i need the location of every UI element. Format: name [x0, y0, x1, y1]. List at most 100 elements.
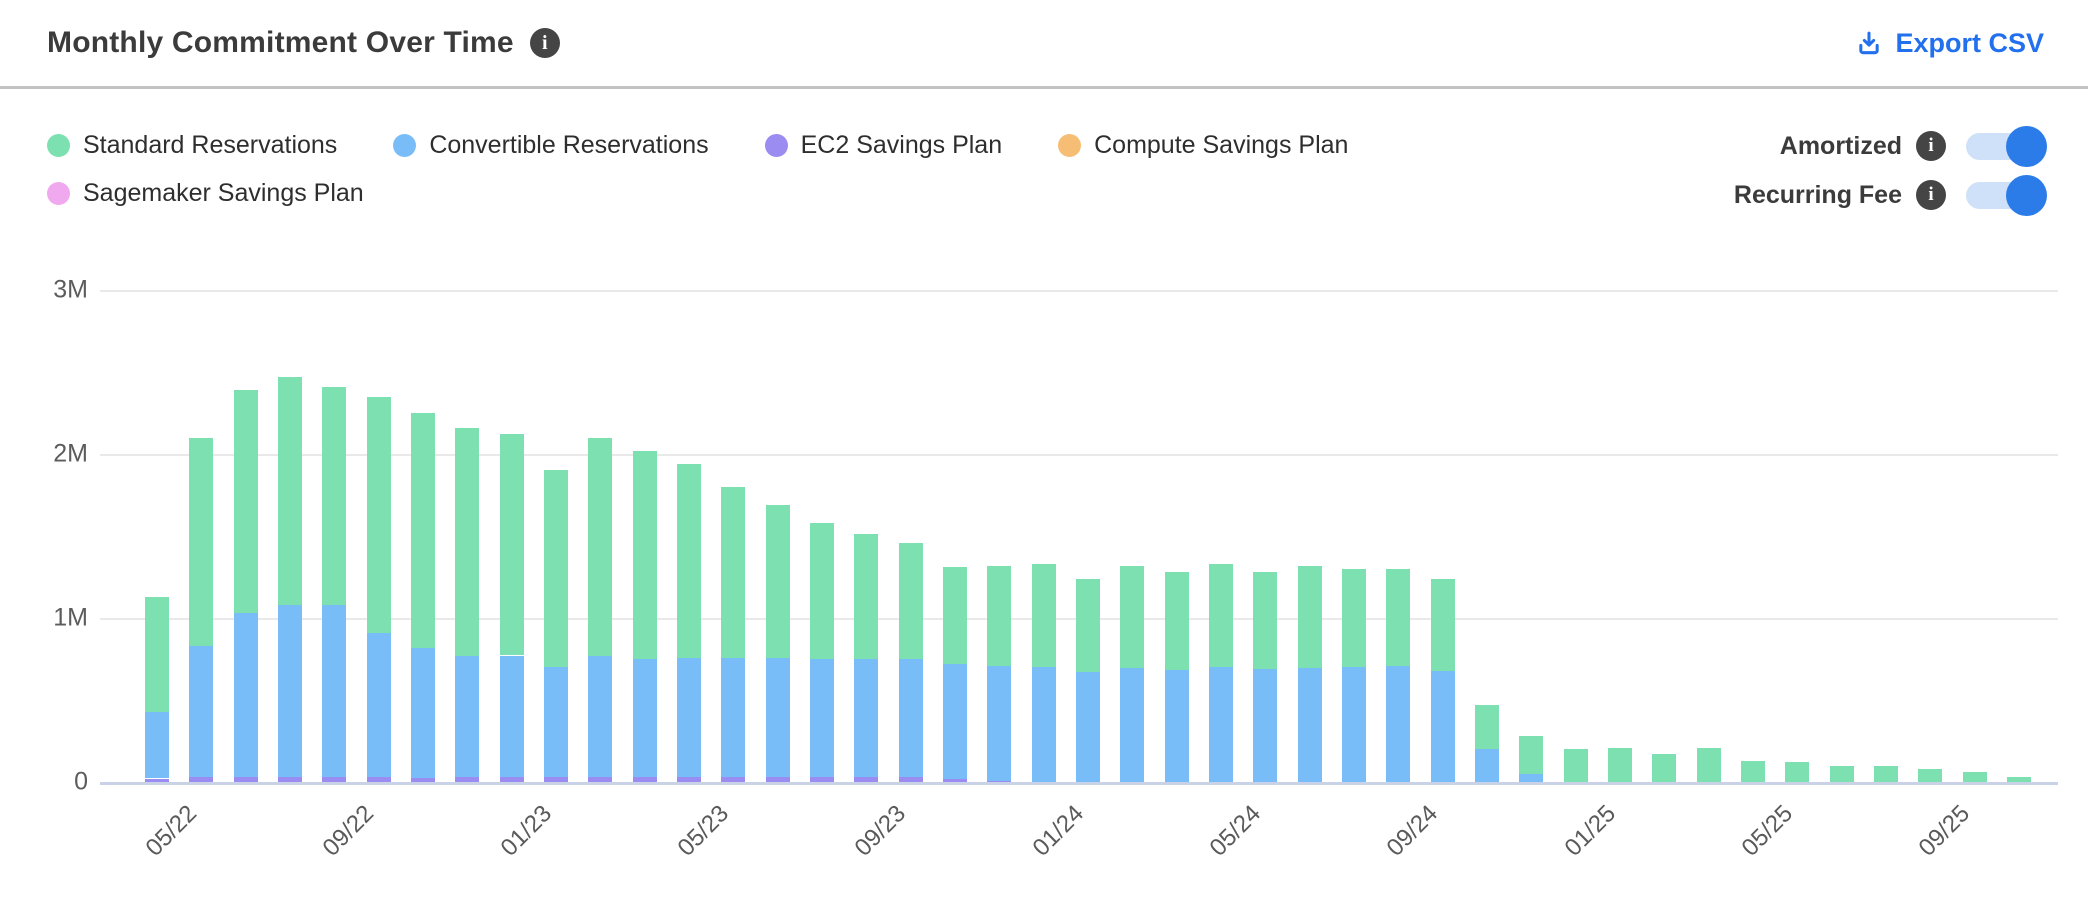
- bar-11/24-convertible-reservations[interactable]: [1475, 749, 1499, 782]
- bar-01/23-ec2-savings-plan[interactable]: [500, 777, 524, 782]
- bar-09/24-standard-reservations[interactable]: [1386, 569, 1410, 666]
- bar-11/22-convertible-reservations[interactable]: [411, 648, 435, 778]
- bar-12/22-ec2-savings-plan[interactable]: [455, 777, 479, 782]
- bar-07/24-convertible-reservations[interactable]: [1298, 667, 1322, 782]
- bar-11/25-standard-reservations[interactable]: [2007, 777, 2031, 782]
- bar-07/23-standard-reservations[interactable]: [766, 505, 790, 658]
- bar-08/23-standard-reservations[interactable]: [810, 523, 834, 659]
- bar-05/22-convertible-reservations[interactable]: [145, 711, 169, 778]
- bar-09/25-standard-reservations[interactable]: [1918, 769, 1942, 782]
- bar-08/25-standard-reservations[interactable]: [1874, 766, 1898, 782]
- bar-10/24-convertible-reservations[interactable]: [1431, 670, 1455, 782]
- bar-08/24-standard-reservations[interactable]: [1342, 569, 1366, 667]
- bar-03/24-standard-reservations[interactable]: [1120, 566, 1144, 668]
- bar-08/22-convertible-reservations[interactable]: [278, 605, 302, 777]
- bar-11/23-standard-reservations[interactable]: [943, 567, 967, 664]
- bar-10/22-standard-reservations[interactable]: [367, 397, 391, 633]
- bar-03/23-ec2-savings-plan[interactable]: [588, 777, 612, 782]
- legend-item-convertible-reservations[interactable]: Convertible Reservations: [393, 130, 709, 160]
- bar-11/23-ec2-savings-plan[interactable]: [943, 779, 967, 782]
- title-info-icon[interactable]: i: [529, 28, 560, 58]
- bar-06/23-ec2-savings-plan[interactable]: [721, 777, 745, 782]
- bar-04/23-standard-reservations[interactable]: [633, 451, 657, 659]
- bar-08/23-convertible-reservations[interactable]: [810, 659, 834, 777]
- bar-06/23-standard-reservations[interactable]: [721, 487, 745, 658]
- bar-03/23-convertible-reservations[interactable]: [588, 656, 612, 777]
- bar-06/23-convertible-reservations[interactable]: [721, 657, 745, 777]
- bar-05/25-standard-reservations[interactable]: [1741, 761, 1765, 782]
- bar-05/23-standard-reservations[interactable]: [677, 464, 701, 658]
- export-csv-button[interactable]: Export CSV: [1855, 28, 2044, 59]
- bar-11/22-standard-reservations[interactable]: [411, 413, 435, 648]
- bar-04/23-ec2-savings-plan[interactable]: [633, 777, 657, 782]
- bar-10/24-standard-reservations[interactable]: [1431, 579, 1455, 671]
- bar-10/23-convertible-reservations[interactable]: [899, 659, 923, 777]
- bar-05/22-standard-reservations[interactable]: [145, 597, 169, 712]
- bar-03/24-convertible-reservations[interactable]: [1120, 667, 1144, 782]
- bar-08/23-ec2-savings-plan[interactable]: [810, 777, 834, 782]
- bar-07/22-standard-reservations[interactable]: [234, 390, 258, 613]
- bar-09/23-standard-reservations[interactable]: [854, 534, 878, 659]
- bar-10/23-ec2-savings-plan[interactable]: [899, 777, 923, 782]
- bar-01/24-convertible-reservations[interactable]: [1032, 667, 1056, 782]
- bar-12/22-convertible-reservations[interactable]: [455, 656, 479, 777]
- bar-02/25-standard-reservations[interactable]: [1608, 748, 1632, 782]
- bar-06/22-ec2-savings-plan[interactable]: [189, 777, 213, 782]
- bar-06/24-standard-reservations[interactable]: [1253, 572, 1277, 669]
- bar-08/22-standard-reservations[interactable]: [278, 377, 302, 605]
- bar-09/24-convertible-reservations[interactable]: [1386, 666, 1410, 782]
- bar-10/25-standard-reservations[interactable]: [1963, 772, 1987, 782]
- legend-item-standard-reservations[interactable]: Standard Reservations: [47, 130, 337, 160]
- bar-11/23-convertible-reservations[interactable]: [943, 664, 967, 779]
- bar-11/22-ec2-savings-plan[interactable]: [411, 777, 435, 782]
- bar-12/23-ec2-savings-plan[interactable]: [987, 780, 1011, 782]
- legend-item-ec2-savings-plan[interactable]: EC2 Savings Plan: [764, 130, 1002, 160]
- bar-09/23-ec2-savings-plan[interactable]: [854, 777, 878, 782]
- bar-02/24-standard-reservations[interactable]: [1076, 579, 1100, 672]
- bar-02/24-convertible-reservations[interactable]: [1076, 672, 1100, 782]
- bar-01/23-convertible-reservations[interactable]: [500, 656, 524, 777]
- bar-02/23-standard-reservations[interactable]: [544, 470, 568, 667]
- legend-item-sagemaker-savings-plan[interactable]: Sagemaker Savings Plan: [47, 178, 364, 208]
- bar-12/24-convertible-reservations[interactable]: [1519, 774, 1543, 782]
- bar-03/25-standard-reservations[interactable]: [1652, 754, 1676, 782]
- bar-10/22-ec2-savings-plan[interactable]: [367, 777, 391, 782]
- bar-07/25-standard-reservations[interactable]: [1830, 766, 1854, 782]
- bar-05/24-standard-reservations[interactable]: [1209, 564, 1233, 667]
- bar-07/24-standard-reservations[interactable]: [1298, 566, 1322, 668]
- bar-06/22-convertible-reservations[interactable]: [189, 646, 213, 777]
- bar-07/23-ec2-savings-plan[interactable]: [766, 777, 790, 782]
- amortized-info-icon[interactable]: i: [1916, 131, 1946, 161]
- bar-12/24-standard-reservations[interactable]: [1519, 736, 1543, 774]
- bar-01/25-standard-reservations[interactable]: [1564, 749, 1588, 782]
- bar-07/22-convertible-reservations[interactable]: [234, 613, 258, 777]
- bar-04/25-standard-reservations[interactable]: [1697, 748, 1721, 782]
- bar-11/24-standard-reservations[interactable]: [1475, 705, 1499, 749]
- amortized-toggle[interactable]: [1966, 125, 2047, 167]
- bar-08/24-convertible-reservations[interactable]: [1342, 667, 1366, 782]
- bar-09/22-convertible-reservations[interactable]: [322, 605, 346, 777]
- bar-12/23-standard-reservations[interactable]: [987, 566, 1011, 666]
- bar-12/23-convertible-reservations[interactable]: [987, 666, 1011, 781]
- bar-06/25-standard-reservations[interactable]: [1785, 762, 1809, 782]
- bar-10/22-convertible-reservations[interactable]: [367, 633, 391, 777]
- bar-02/23-convertible-reservations[interactable]: [544, 667, 568, 777]
- bar-06/22-standard-reservations[interactable]: [189, 438, 213, 646]
- bar-03/23-standard-reservations[interactable]: [588, 438, 612, 656]
- bar-04/24-convertible-reservations[interactable]: [1165, 670, 1189, 782]
- bar-04/23-convertible-reservations[interactable]: [633, 659, 657, 777]
- recurring-fee-toggle[interactable]: [1966, 174, 2047, 216]
- bar-05/23-convertible-reservations[interactable]: [677, 657, 701, 777]
- bar-05/22-ec2-savings-plan[interactable]: [145, 779, 169, 782]
- bar-01/24-standard-reservations[interactable]: [1032, 564, 1056, 667]
- bar-05/24-convertible-reservations[interactable]: [1209, 667, 1233, 782]
- bar-07/23-convertible-reservations[interactable]: [766, 657, 790, 777]
- bar-06/24-convertible-reservations[interactable]: [1253, 669, 1277, 782]
- bar-02/23-ec2-savings-plan[interactable]: [544, 777, 568, 782]
- bar-09/23-convertible-reservations[interactable]: [854, 659, 878, 777]
- legend-item-compute-savings-plan[interactable]: Compute Savings Plan: [1058, 130, 1348, 160]
- bar-09/22-ec2-savings-plan[interactable]: [322, 777, 346, 782]
- bar-10/23-standard-reservations[interactable]: [899, 543, 923, 659]
- bar-04/24-standard-reservations[interactable]: [1165, 572, 1189, 670]
- bar-05/23-ec2-savings-plan[interactable]: [677, 777, 701, 782]
